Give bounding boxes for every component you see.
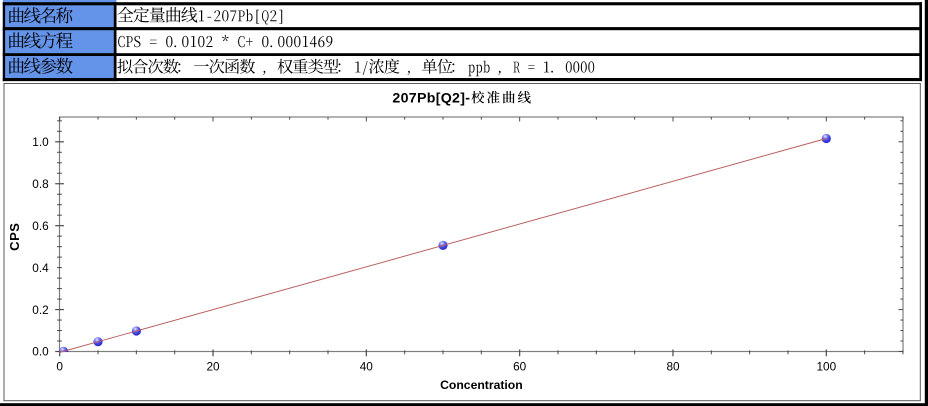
svg-text:1.0: 1.0 [32,135,49,149]
svg-text:0.8: 0.8 [32,177,49,191]
svg-text:207Pb[Q2]-: 207Pb[Q2]- [392,90,470,106]
svg-text:80: 80 [666,359,680,373]
svg-text:60: 60 [513,359,527,373]
svg-text:CPS: CPS [7,223,22,251]
svg-text:0: 0 [56,359,63,373]
svg-text:100: 100 [816,359,836,373]
svg-text:Concentration: Concentration [440,378,523,392]
svg-text:0.0: 0.0 [32,345,49,359]
svg-text:20: 20 [206,359,220,373]
svg-text:0.6: 0.6 [32,219,49,233]
svg-text:40: 40 [360,359,374,373]
svg-text:0.4: 0.4 [32,261,49,275]
svg-text:0.2: 0.2 [32,303,48,317]
